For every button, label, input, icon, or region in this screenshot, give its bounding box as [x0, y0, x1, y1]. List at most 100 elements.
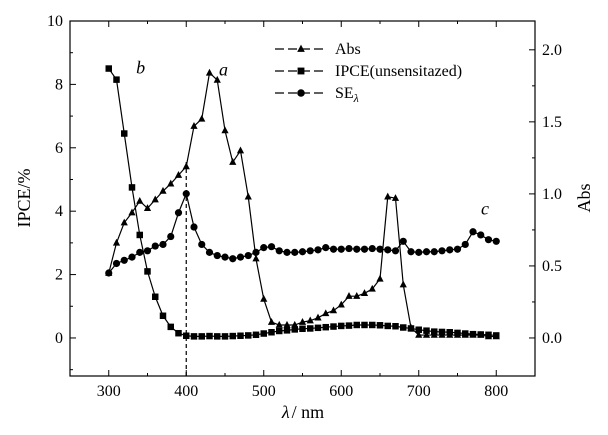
data-point: [214, 333, 221, 340]
series-letter-label: b: [136, 57, 145, 77]
x-tick-label: 600: [329, 383, 353, 400]
data-point: [229, 255, 237, 263]
data-point: [391, 247, 400, 255]
data-point: [112, 259, 121, 268]
data-point: [151, 195, 159, 203]
legend-label: SEλ: [335, 85, 359, 105]
data-point: [307, 325, 314, 332]
data-point: [221, 253, 229, 261]
data-point: [143, 247, 152, 255]
data-point: [337, 245, 345, 253]
legend-label: IPCE(unsensitazed): [335, 63, 462, 80]
data-point: [121, 130, 128, 137]
series-circle: c: [105, 190, 500, 277]
data-point: [252, 248, 260, 256]
data-point: [268, 329, 275, 336]
data-point: [136, 231, 143, 239]
data-point: [493, 332, 500, 339]
data-point: [205, 248, 214, 256]
data-point: [221, 126, 229, 134]
data-point: [400, 324, 407, 331]
data-point: [392, 322, 399, 330]
data-point: [298, 248, 307, 256]
legend-marker: [297, 44, 305, 52]
series-group: a b c: [105, 57, 500, 340]
data-point: [159, 240, 167, 249]
data-point: [198, 114, 206, 122]
data-point: [337, 300, 345, 308]
y2-tick-label: 0.5: [542, 258, 562, 275]
data-point: [338, 322, 345, 330]
data-point: [128, 184, 136, 191]
series-triangle: a: [105, 60, 500, 340]
data-point: [353, 245, 361, 253]
legend-item: IPCE(unsensitazed): [275, 63, 462, 80]
data-point: [484, 236, 493, 244]
data-point: [260, 330, 267, 337]
data-point: [477, 331, 484, 338]
data-point: [151, 242, 159, 250]
y-tick-label: 10: [47, 13, 63, 30]
data-point: [213, 251, 221, 260]
data-point: [252, 254, 260, 262]
x-tick-label: 400: [174, 383, 198, 400]
data-point: [438, 247, 446, 255]
data-point: [183, 332, 190, 339]
data-point: [260, 294, 268, 302]
data-point: [167, 323, 174, 331]
legend-marker: [297, 67, 305, 75]
data-point: [105, 269, 113, 277]
data-point: [314, 324, 322, 332]
series-line: [108, 71, 497, 338]
y2-tick-label: 0.0: [542, 330, 562, 347]
data-point: [329, 245, 338, 253]
data-point: [236, 253, 245, 261]
data-point: [112, 238, 121, 246]
y2-tick-label: 1.0: [542, 186, 562, 203]
data-point: [361, 321, 368, 329]
data-point: [276, 327, 283, 335]
data-point: [120, 256, 128, 264]
data-point: [415, 248, 423, 256]
data-point: [384, 322, 391, 330]
y2-tick-label: 1.5: [542, 114, 562, 131]
data-point: [469, 330, 477, 338]
data-point: [431, 328, 438, 335]
data-point: [353, 321, 360, 329]
data-point: [190, 223, 198, 231]
data-point: [461, 240, 469, 249]
x-axis-unit: / nm: [292, 402, 325, 422]
data-point: [275, 320, 283, 328]
data-point: [430, 248, 438, 256]
data-point: [175, 329, 182, 337]
legend-label: Abs: [335, 41, 361, 58]
data-point: [244, 251, 252, 260]
data-point: [128, 253, 136, 261]
y-tick-label: 6: [55, 140, 63, 157]
data-point: [399, 237, 407, 245]
data-point: [423, 327, 430, 334]
data-point: [477, 231, 485, 239]
data-point: [167, 179, 175, 187]
data-point: [376, 245, 384, 253]
data-point: [322, 244, 330, 252]
data-point: [291, 248, 299, 256]
data-point: [345, 292, 353, 299]
data-point: [205, 68, 214, 76]
data-point: [298, 317, 307, 325]
data-point: [291, 326, 298, 333]
data-point: [314, 246, 322, 254]
data-point: [283, 320, 291, 328]
data-point: [384, 192, 392, 200]
data-point: [492, 237, 500, 245]
data-point: [144, 268, 151, 275]
data-point: [237, 332, 244, 339]
data-point: [113, 76, 120, 83]
data-point: [213, 75, 221, 83]
data-point: [159, 186, 167, 194]
data-point: [368, 284, 376, 292]
data-point: [260, 244, 268, 252]
data-point: [221, 333, 229, 340]
data-point: [422, 330, 431, 338]
